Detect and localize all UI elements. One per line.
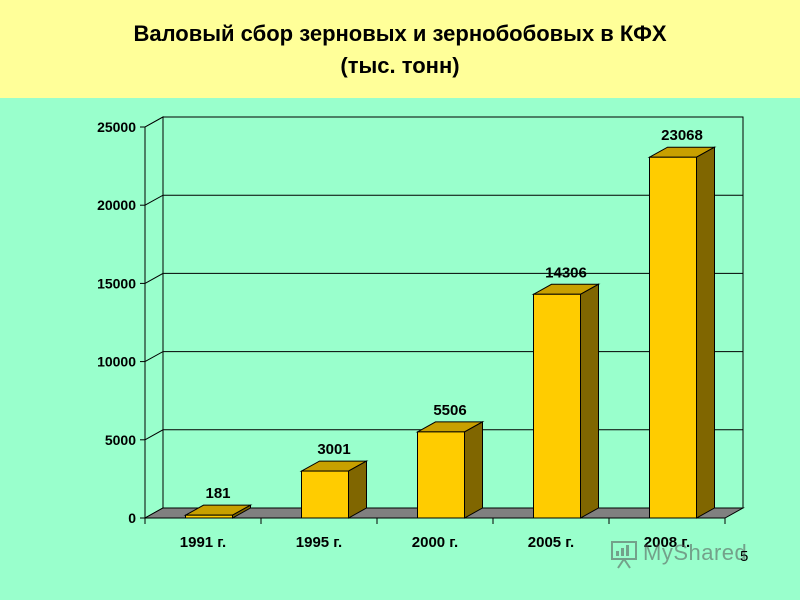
gridline — [144, 116, 743, 128]
bar-front — [185, 514, 233, 519]
page-number: 5 — [740, 548, 749, 565]
bar — [415, 421, 485, 519]
bar — [183, 504, 253, 519]
data-labels: 181 3001 5506 14306 23068 — [205, 127, 702, 502]
y-tick-label: 0 — [128, 510, 136, 526]
bar — [299, 460, 369, 519]
x-tick-label: 2005 г. — [528, 534, 574, 551]
data-label: 181 — [205, 485, 230, 502]
bar-front — [417, 431, 465, 519]
watermark-text: MyShared — [643, 540, 748, 565]
y-tick-label: 25000 — [97, 119, 136, 135]
watermark: MyShared — [607, 537, 767, 571]
bar — [647, 146, 717, 519]
x-tick-label: 1991 г. — [180, 534, 226, 551]
side-wall — [144, 116, 164, 519]
y-axis-labels: 0 5000 10000 15000 20000 25000 — [97, 119, 136, 526]
y-tick-label: 15000 — [97, 275, 136, 291]
title-line-2: (тыс. тонн) — [340, 53, 460, 78]
bar-front — [301, 470, 349, 519]
title-line-1: Валовый сбор зерновых и зернобобовых в К… — [133, 21, 667, 46]
bar-side — [580, 283, 599, 519]
data-label: 23068 — [661, 127, 703, 144]
chart-title: Валовый сбор зерновых и зернобобовых в К… — [0, 18, 800, 82]
x-tick-label: 2008 г. — [644, 534, 690, 551]
bar-front — [533, 293, 581, 519]
bar-front — [649, 156, 697, 519]
bar-side — [464, 421, 483, 519]
bars — [183, 146, 717, 519]
bar-side — [696, 146, 715, 519]
x-tick-label: 2000 г. — [412, 534, 458, 551]
gridline — [144, 194, 743, 206]
gridline — [144, 272, 743, 284]
y-tick-label: 5000 — [105, 432, 136, 448]
data-label: 5506 — [433, 402, 466, 419]
x-tick-label: 1995 г. — [296, 534, 342, 551]
title-band — [0, 0, 800, 98]
data-label: 3001 — [317, 441, 350, 458]
x-axis-labels: 1991 г. 1995 г. 2000 г. 2005 г. 2008 г. — [180, 534, 690, 551]
y-tick-label: 20000 — [97, 197, 136, 213]
presentation-board-icon — [611, 541, 637, 569]
bar-side — [348, 460, 367, 519]
bar — [531, 283, 601, 519]
data-label: 14306 — [545, 264, 587, 281]
y-tick-label: 10000 — [97, 354, 136, 370]
